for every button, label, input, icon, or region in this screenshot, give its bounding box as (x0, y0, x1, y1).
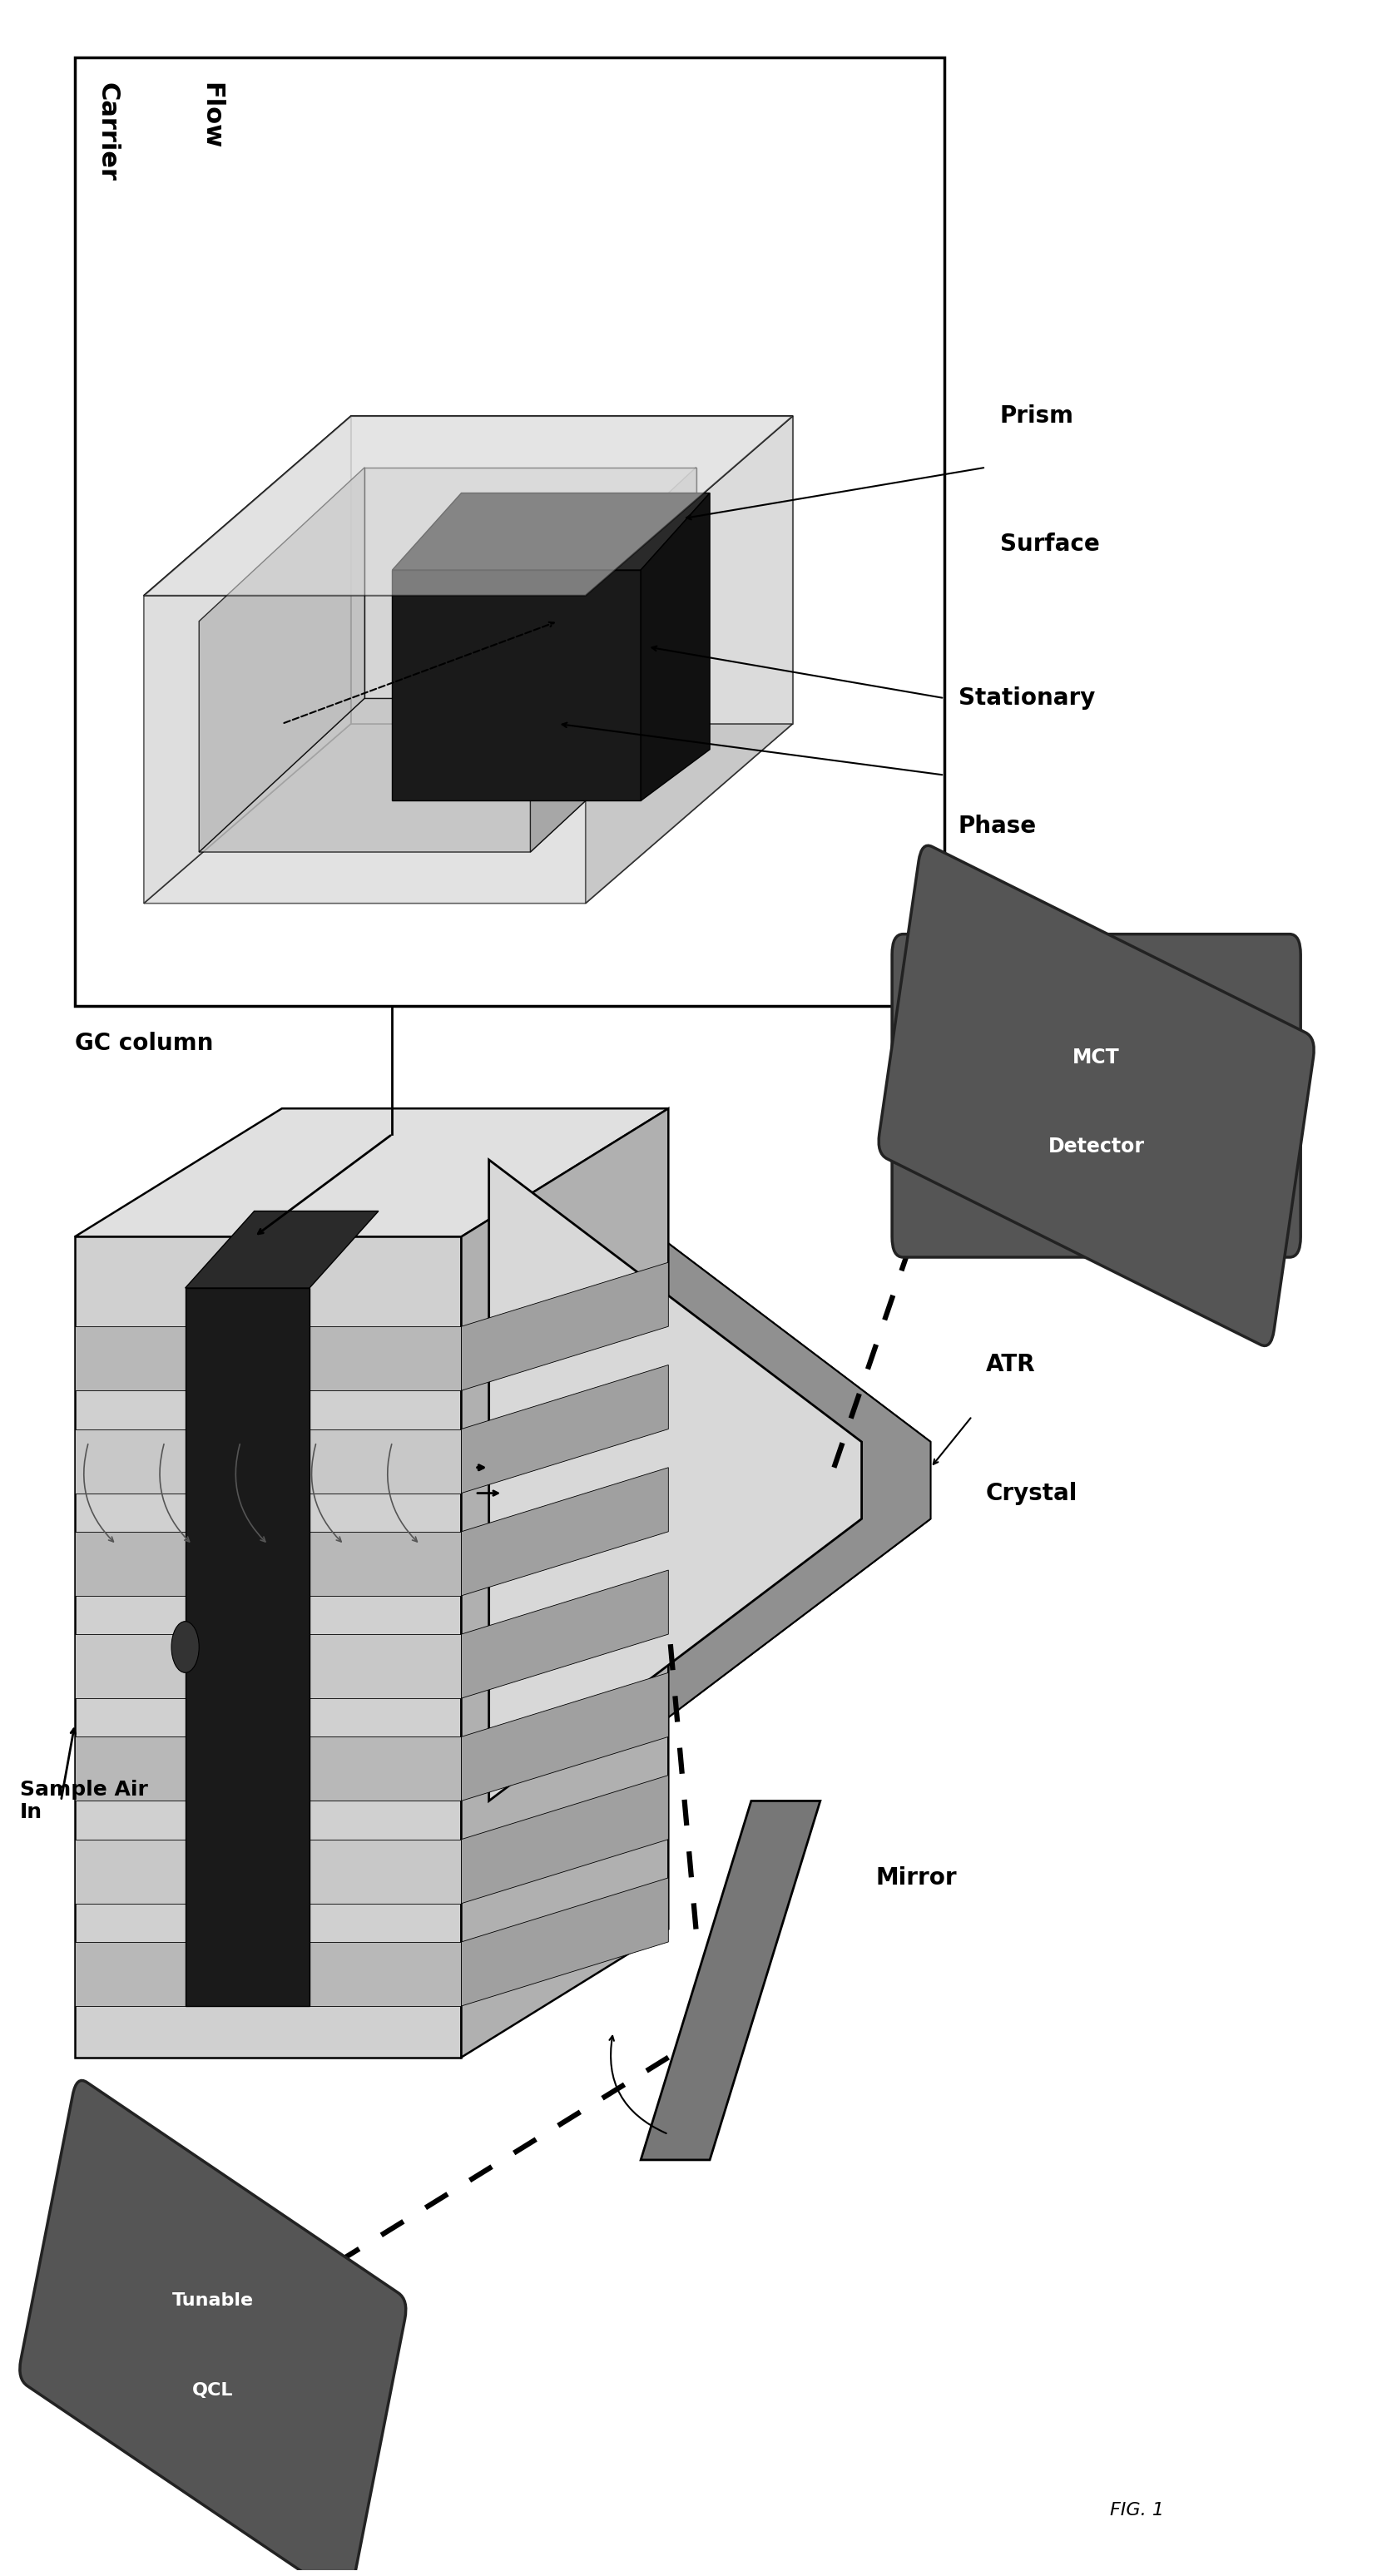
Polygon shape (530, 466, 696, 853)
Polygon shape (393, 492, 710, 569)
Text: Surface: Surface (999, 533, 1100, 556)
Polygon shape (640, 1801, 820, 2159)
Bar (75, 57, 945, 1005)
Text: Prism: Prism (999, 404, 1073, 428)
Polygon shape (461, 1365, 668, 1494)
Polygon shape (461, 1775, 668, 1904)
Polygon shape (351, 417, 792, 724)
Polygon shape (640, 492, 710, 801)
Text: Carrier: Carrier (96, 82, 120, 183)
Text: QCL: QCL (192, 2383, 234, 2398)
Text: MCT: MCT (1073, 1048, 1121, 1066)
Polygon shape (143, 724, 792, 904)
Text: Tunable: Tunable (173, 2293, 253, 2308)
Text: Crystal: Crystal (986, 1481, 1077, 1504)
Text: FIG. 1: FIG. 1 (1111, 2501, 1164, 2519)
Polygon shape (75, 1327, 461, 1391)
Text: ATR: ATR (986, 1352, 1036, 1376)
Circle shape (171, 1620, 199, 1672)
Polygon shape (75, 1633, 461, 1698)
Text: Stationary: Stationary (958, 688, 1096, 711)
Polygon shape (75, 1942, 461, 2007)
Polygon shape (143, 417, 792, 595)
Text: Phase: Phase (958, 814, 1037, 837)
Polygon shape (489, 1520, 931, 1801)
Polygon shape (586, 417, 792, 904)
Polygon shape (75, 1236, 461, 2058)
Text: GC column: GC column (75, 1030, 213, 1054)
Polygon shape (75, 1736, 461, 1801)
Polygon shape (75, 1839, 461, 1904)
Polygon shape (75, 1108, 668, 1236)
Text: Detector: Detector (1048, 1136, 1144, 1157)
Polygon shape (185, 1288, 309, 2007)
Polygon shape (558, 1159, 931, 1801)
Polygon shape (199, 698, 696, 853)
Polygon shape (461, 1672, 668, 1801)
FancyBboxPatch shape (892, 935, 1300, 1257)
Polygon shape (461, 1468, 668, 1595)
Polygon shape (185, 1211, 379, 1288)
Text: Flow: Flow (199, 82, 223, 149)
Polygon shape (393, 569, 640, 801)
Polygon shape (461, 1878, 668, 2007)
FancyBboxPatch shape (19, 2081, 406, 2576)
Text: Mirror: Mirror (876, 1865, 956, 1888)
Polygon shape (461, 1571, 668, 1698)
Polygon shape (461, 1262, 668, 1391)
Polygon shape (143, 417, 792, 595)
Polygon shape (75, 1430, 461, 1494)
Polygon shape (489, 1159, 862, 1801)
Text: Sample Air
In: Sample Air In (19, 1780, 148, 1821)
Polygon shape (75, 1533, 461, 1595)
Polygon shape (461, 1108, 668, 2058)
FancyBboxPatch shape (878, 845, 1314, 1345)
Polygon shape (489, 1159, 931, 1443)
Polygon shape (365, 466, 696, 698)
Polygon shape (143, 417, 351, 904)
Polygon shape (199, 466, 365, 853)
